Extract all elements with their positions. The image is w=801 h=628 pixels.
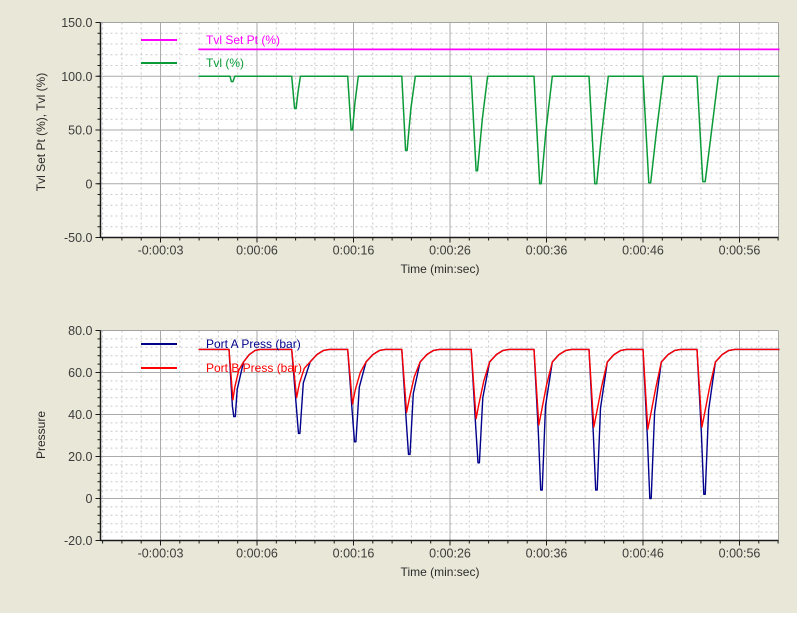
legend-item-tvl: Tvl (%) xyxy=(141,51,280,74)
port-b-label: Port B Press (bar) xyxy=(206,361,303,375)
svg-text:0:00:16: 0:00:16 xyxy=(333,244,375,258)
series-group xyxy=(198,48,780,185)
pressure-x-axis-title: Time (min:sec) xyxy=(400,565,480,579)
svg-text:-0:00:03: -0:00:03 xyxy=(138,547,184,561)
svg-text:0:00:26: 0:00:26 xyxy=(429,547,471,561)
svg-text:-50.0: -50.0 xyxy=(64,231,93,245)
tick-labels: 150.0 100.0 50.0 0 -50.0 -0:00:03 0:00:06 0:00:… xyxy=(61,16,760,258)
svg-text:0: 0 xyxy=(86,492,93,506)
svg-text:80.0: 80.0 xyxy=(68,324,92,338)
tick-marks xyxy=(95,330,779,546)
series-port-b-press-bar xyxy=(198,348,780,430)
chart-1: 80.0 60.0 40.0 20.0 0 -20.0 -0:00:03 0:00:06 0:0… xyxy=(64,324,780,561)
svg-text:40.0: 40.0 xyxy=(68,408,92,422)
travel-x-axis-title: Time (min:sec) xyxy=(400,262,480,276)
series-group xyxy=(198,348,780,500)
tvl-line-swatch xyxy=(141,61,177,64)
plot-area xyxy=(100,330,779,541)
port-b-line-swatch xyxy=(141,367,177,369)
port-a-label: Port A Press (bar) xyxy=(206,337,301,351)
svg-text:150.0: 150.0 xyxy=(61,16,92,30)
tvl-label: Tvl (%) xyxy=(206,55,244,70)
tick-marks xyxy=(95,22,779,243)
svg-text:0:00:56: 0:00:56 xyxy=(719,547,761,561)
svg-text:0:00:36: 0:00:36 xyxy=(526,244,568,258)
svg-text:0:00:16: 0:00:16 xyxy=(333,547,375,561)
svg-text:0:00:46: 0:00:46 xyxy=(622,244,664,258)
port-a-line-swatch xyxy=(141,343,177,345)
series-port-a-press-bar xyxy=(198,348,780,500)
chart-0: 150.0 100.0 50.0 0 -50.0 -0:00:03 0:00:06 0:00:… xyxy=(61,16,780,258)
pressure-y-axis-title: Pressure xyxy=(34,410,48,460)
travel-y-axis-title: Tvl Set Pt (%), Tvl (%) xyxy=(34,72,48,192)
svg-text:-0:00:03: -0:00:03 xyxy=(138,244,184,258)
svg-text:100.0: 100.0 xyxy=(61,70,92,84)
legend-item-port-a: Port A Press (bar) xyxy=(141,332,302,356)
svg-text:50.0: 50.0 xyxy=(68,124,92,138)
tick-labels: 80.0 60.0 40.0 20.0 0 -20.0 -0:00:03 0:00:06 0:0… xyxy=(64,324,760,561)
svg-text:60.0: 60.0 xyxy=(68,366,92,380)
series-tvl xyxy=(198,75,780,185)
svg-text:0:00:06: 0:00:06 xyxy=(236,244,278,258)
legend-item-port-b: Port B Press (bar) xyxy=(141,356,302,380)
svg-text:0:00:36: 0:00:36 xyxy=(526,547,568,561)
svg-text:0:00:06: 0:00:06 xyxy=(236,547,278,561)
tvl-set-pt-label: Tvl Set Pt (%) xyxy=(206,32,281,47)
tvl-set-pt-line-swatch xyxy=(141,38,177,41)
svg-text:0:00:26: 0:00:26 xyxy=(429,244,471,258)
minor-gridlines xyxy=(100,22,779,238)
svg-text:0:00:56: 0:00:56 xyxy=(719,244,761,258)
svg-text:0:00:46: 0:00:46 xyxy=(622,547,664,561)
svg-text:-20.0: -20.0 xyxy=(64,534,93,548)
svg-text:20.0: 20.0 xyxy=(68,450,92,464)
legend-item-tvl-set-pt: Tvl Set Pt (%) xyxy=(141,28,280,51)
axes xyxy=(99,330,779,542)
pressure-legend: Port A Press (bar) Port B Press (bar) xyxy=(141,332,302,380)
svg-text:0: 0 xyxy=(86,177,93,191)
travel-legend: Tvl Set Pt (%) Tvl (%) xyxy=(141,28,280,74)
